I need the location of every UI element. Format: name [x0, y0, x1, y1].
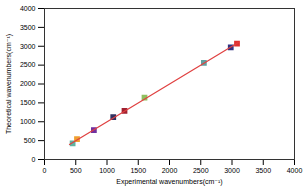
svg-text:Experimental wavenumbers(cm⁻¹): Experimental wavenumbers(cm⁻¹) [116, 178, 222, 186]
svg-text:4000: 4000 [287, 167, 303, 174]
svg-text:3500: 3500 [20, 24, 36, 31]
svg-text:1000: 1000 [20, 118, 36, 125]
svg-text:500: 500 [70, 167, 82, 174]
svg-text:2500: 2500 [193, 167, 209, 174]
svg-text:1500: 1500 [20, 99, 36, 106]
svg-text:3000: 3000 [20, 42, 36, 49]
svg-text:4000: 4000 [20, 5, 36, 12]
svg-text:2000: 2000 [20, 80, 36, 87]
svg-text:3000: 3000 [224, 167, 240, 174]
svg-text:2000: 2000 [162, 167, 178, 174]
svg-text:0: 0 [32, 156, 36, 163]
svg-text:3500: 3500 [255, 167, 271, 174]
svg-text:Theoretical wavenumbers(cm⁻¹): Theoretical wavenumbers(cm⁻¹) [5, 34, 13, 134]
svg-text:1000: 1000 [99, 167, 115, 174]
svg-text:500: 500 [24, 137, 36, 144]
svg-text:1500: 1500 [130, 167, 146, 174]
svg-text:2500: 2500 [20, 61, 36, 68]
svg-text:0: 0 [43, 167, 47, 174]
